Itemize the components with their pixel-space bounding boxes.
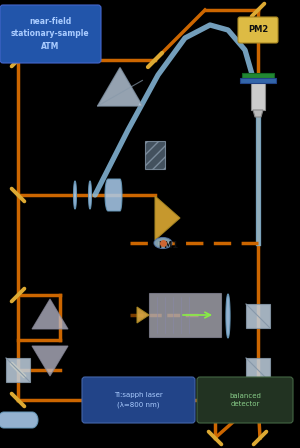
FancyBboxPatch shape	[82, 377, 195, 423]
Bar	[246, 304, 270, 328]
Polygon shape	[74, 181, 76, 209]
Ellipse shape	[154, 237, 172, 249]
Bar	[251, 75, 265, 110]
Text: balanced
detector: balanced detector	[229, 393, 261, 407]
Bar	[240, 78, 276, 83]
Bar	[145, 141, 165, 169]
Polygon shape	[88, 181, 92, 209]
Bar	[6, 358, 30, 382]
Polygon shape	[32, 299, 68, 329]
Polygon shape	[226, 294, 230, 338]
Bar	[149, 293, 221, 337]
FancyBboxPatch shape	[238, 17, 278, 43]
Polygon shape	[105, 179, 122, 211]
Text: Ti:sapph laser
(λ=800 nm): Ti:sapph laser (λ=800 nm)	[114, 392, 162, 408]
Polygon shape	[0, 412, 38, 428]
Polygon shape	[137, 307, 149, 323]
Text: PM2: PM2	[248, 26, 268, 34]
Polygon shape	[253, 110, 263, 117]
Bar	[242, 73, 274, 78]
FancyBboxPatch shape	[197, 377, 293, 423]
Text: PM1: PM1	[158, 241, 178, 250]
FancyBboxPatch shape	[0, 5, 101, 63]
Polygon shape	[155, 196, 180, 240]
Text: near-field
stationary-sample
ATM: near-field stationary-sample ATM	[11, 17, 89, 51]
Bar	[246, 358, 270, 382]
Polygon shape	[98, 68, 142, 106]
Polygon shape	[32, 346, 68, 376]
